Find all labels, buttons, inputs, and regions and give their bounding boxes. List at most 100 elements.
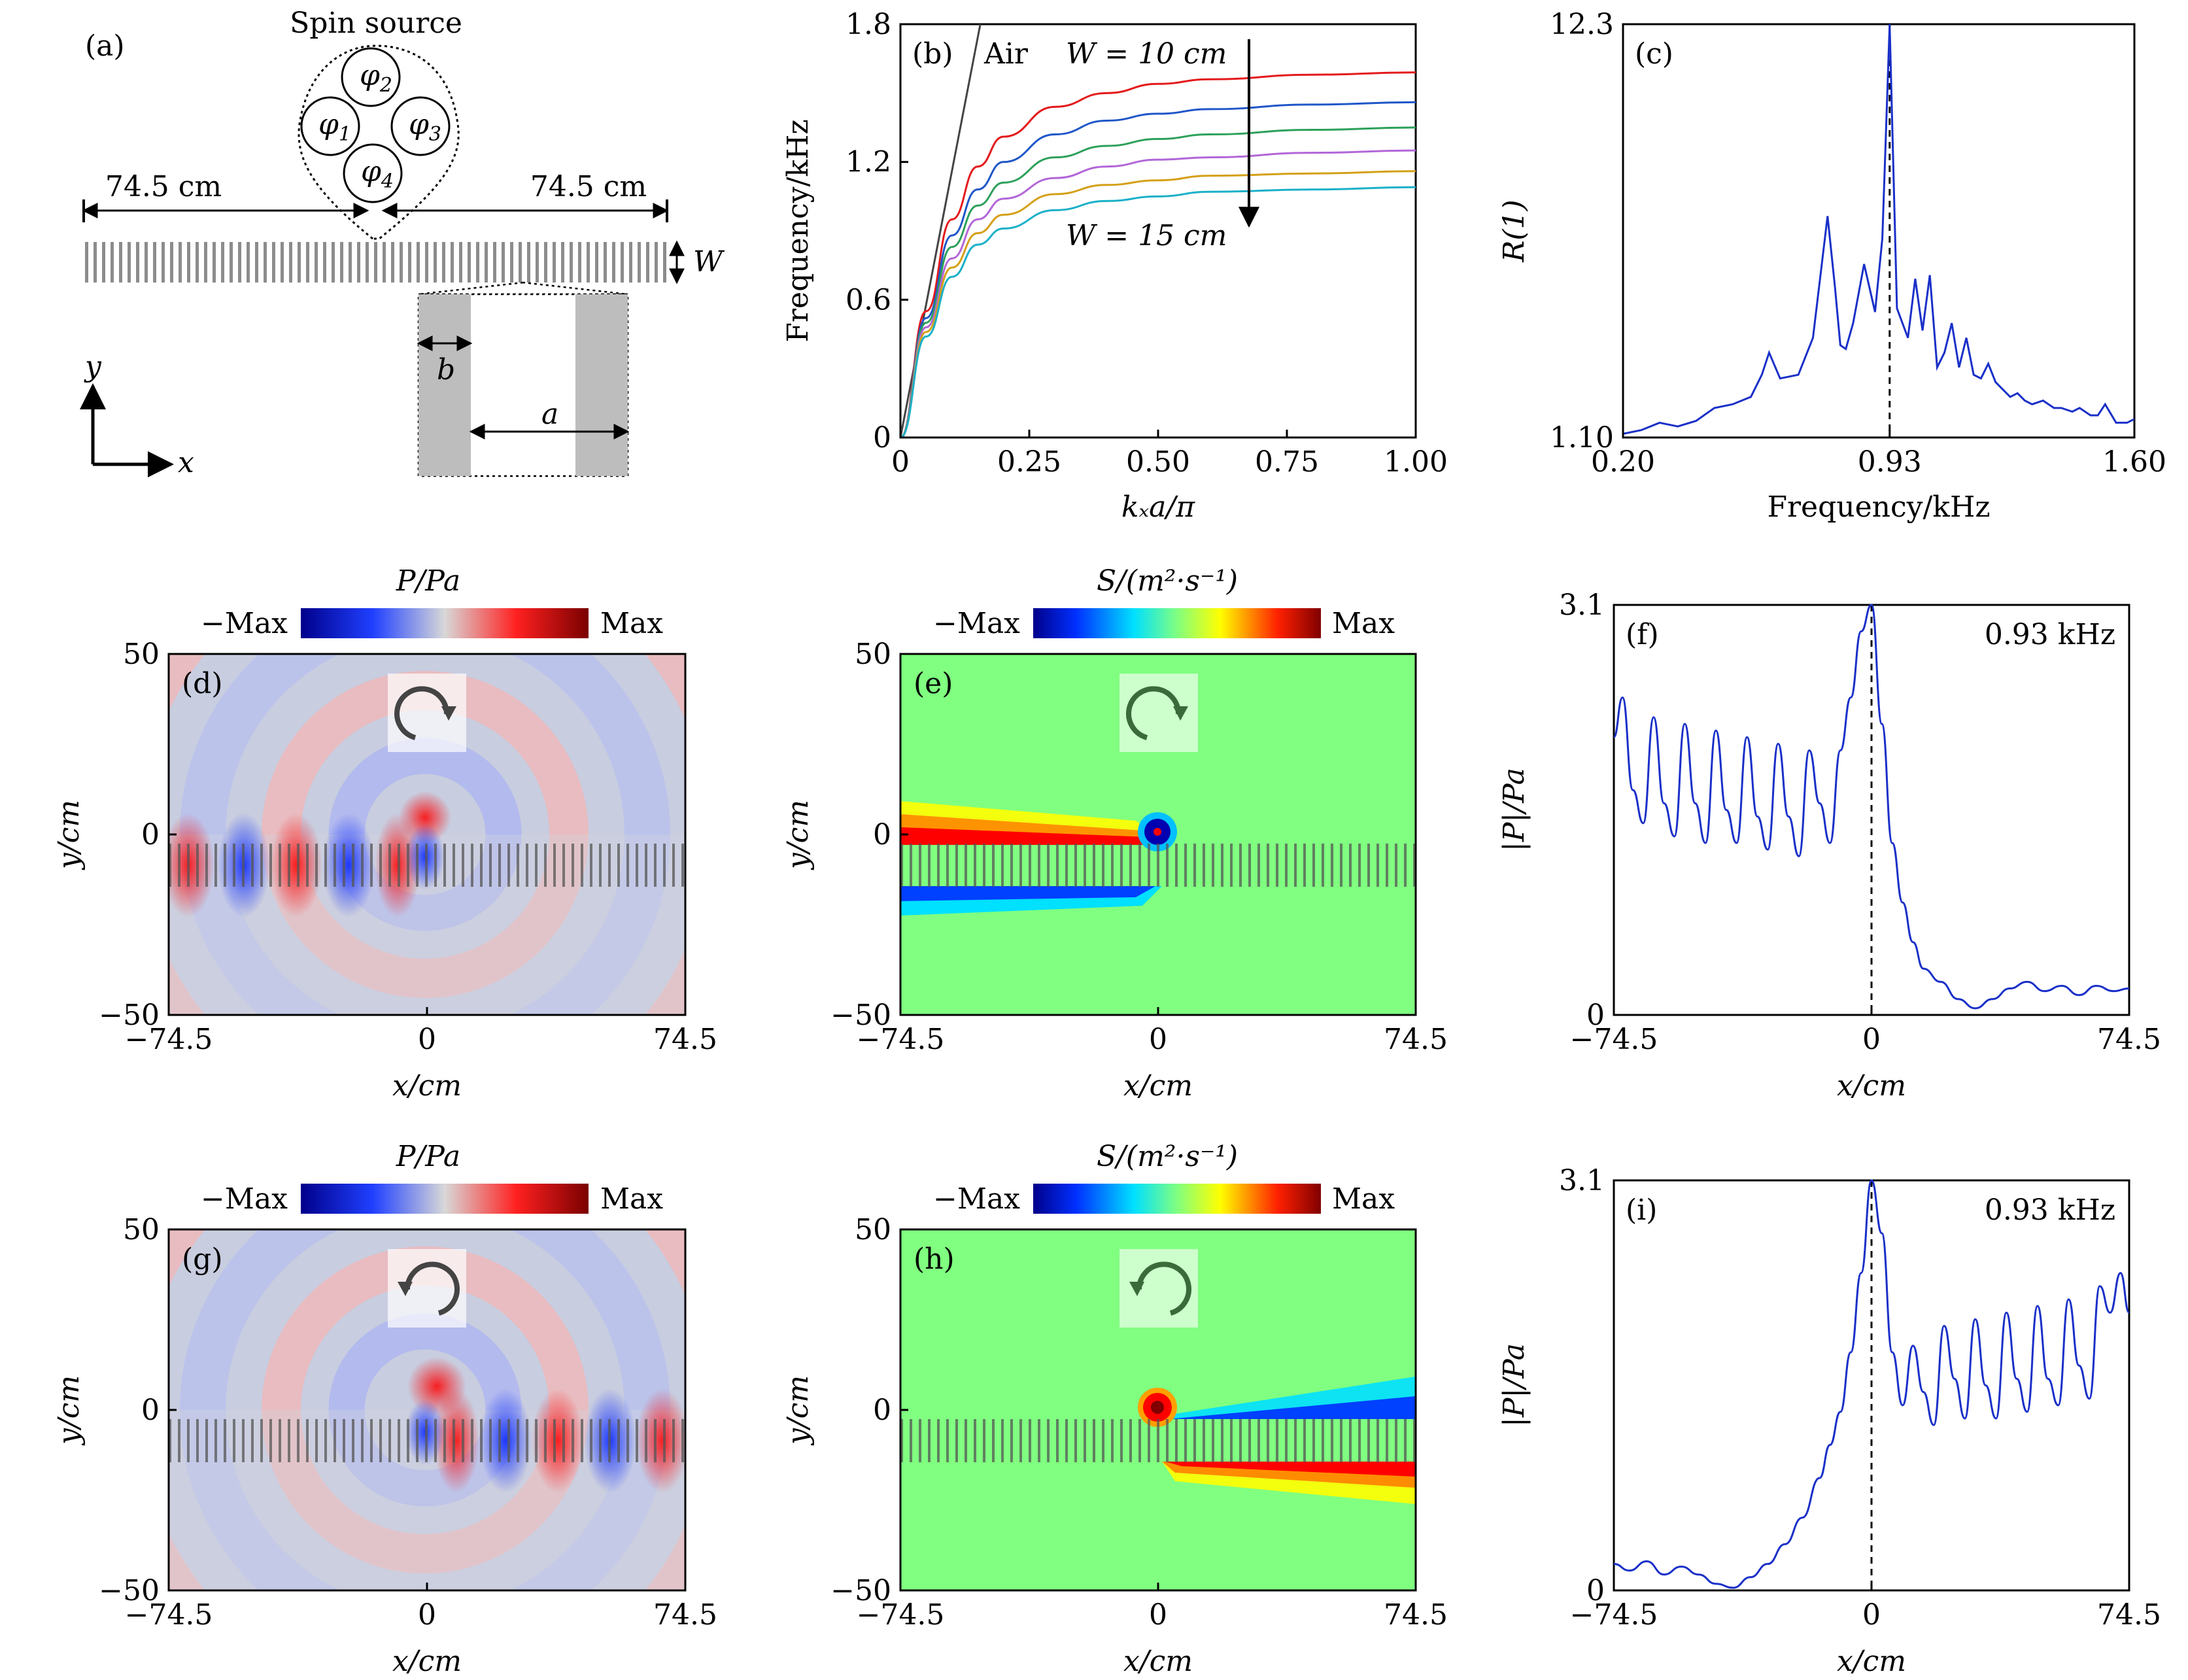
panel-i-label: (i) xyxy=(1626,1193,1657,1227)
panel-g-cbar-title: P/Pa xyxy=(396,1140,460,1173)
panel-a-label: (a) xyxy=(85,29,125,63)
panel-d-field xyxy=(169,654,685,1015)
phi3-circle xyxy=(390,96,451,156)
x-tick-label: −74.5 xyxy=(1570,1598,1658,1632)
panel-f-plot xyxy=(1613,604,2130,1015)
panel-e-colorbar xyxy=(1033,608,1321,638)
y-tick-label: −50 xyxy=(99,1574,160,1607)
panel-f-ylabel: |P|/Pa xyxy=(1497,768,1531,851)
phi1-label: φ1 xyxy=(318,108,351,146)
panel-d-cbar-min: −Max xyxy=(201,607,288,640)
zoom-lines xyxy=(418,281,628,296)
phi4-circle xyxy=(343,143,403,203)
y-tick-label: 50 xyxy=(123,638,160,671)
x-tick-label: 74.5 xyxy=(1384,1023,1448,1056)
panel-b-xlabel: kₓa/π xyxy=(1121,490,1195,524)
panel-d-cbar-max: Max xyxy=(600,607,663,640)
x-tick-label: −74.5 xyxy=(125,1598,213,1632)
y-tick-label: 1.10 xyxy=(1550,421,1614,454)
panel-d-cbar-title: P/Pa xyxy=(396,564,460,598)
panel-h-xlabel: x/cm xyxy=(1123,1645,1193,1678)
y-tick-label: 50 xyxy=(855,1213,891,1246)
w-bottom-label: W = 15 cm xyxy=(1066,219,1227,252)
panel-i-ticks: −74.5 0 74.503.1 xyxy=(1559,1164,2161,1632)
panel-e-ticks: −74.5 0 74.5 −50 0 50 xyxy=(830,638,1448,1056)
panel-d-ticks: −74.5 0 74.5 −50 0 50 xyxy=(99,638,717,1056)
x-tick-label: 0 xyxy=(418,1023,436,1056)
panel-e-ylabel: y/cm xyxy=(781,800,815,870)
panel-g-xlabel: x/cm xyxy=(392,1645,462,1678)
series-line xyxy=(900,126,1416,439)
grating-strip xyxy=(82,242,667,283)
b-label: b xyxy=(437,353,455,386)
x-tick-label: 0.50 xyxy=(1126,445,1190,479)
y-tick-label: 0 xyxy=(873,818,891,851)
x-tick-label: −74.5 xyxy=(125,1023,213,1056)
panel-h-field xyxy=(900,1229,1416,1590)
y-tick-label: 3.1 xyxy=(1559,1164,1605,1197)
panel-g-ticks: −74.5 0 74.5 −50 0 50 xyxy=(99,1213,717,1632)
series-line xyxy=(900,149,1416,439)
series-line xyxy=(900,101,1416,439)
panel-a: (a) Spin source φ2 φ1 φ3 φ4 74.5 cm 74.5… xyxy=(80,7,725,479)
x-tick-label: 1.00 xyxy=(1384,445,1448,479)
spin-source-title: Spin source xyxy=(290,7,462,40)
series-line xyxy=(900,186,1416,439)
panel-i-plot xyxy=(1613,1179,2130,1590)
panel-h-cbar-min: −Max xyxy=(933,1182,1020,1216)
panel-b-label: (b) xyxy=(912,37,953,71)
panel-f-ticks: −74.5 0 74.503.1 xyxy=(1559,589,2161,1056)
x-tick-label: 74.5 xyxy=(2097,1023,2161,1056)
y-tick-label: 0 xyxy=(1586,1574,1605,1607)
panel-d-xlabel: x/cm xyxy=(392,1069,462,1103)
panel-b-ylabel: Frequency/kHz xyxy=(781,119,815,342)
unit-cell-bar-left xyxy=(419,294,471,476)
panel-d: P/Pa −Max Max (d) −74.5 0 74.5 −50 0 50 x/cm xyxy=(52,564,717,1103)
y-tick-label: 50 xyxy=(123,1213,160,1246)
panel-b-ticks: 0 0.25 0.50 0.75 1.00 0 0.6 1.2 1.8 xyxy=(846,8,1448,479)
unit-cell-bar-right xyxy=(575,294,628,476)
x-tick-label: −74.5 xyxy=(857,1598,945,1632)
x-tick-label: 0.93 xyxy=(1858,445,1922,479)
series-line xyxy=(1622,24,2135,435)
panel-f-xlabel: x/cm xyxy=(1837,1069,1906,1103)
phi2-label: φ2 xyxy=(360,59,392,97)
panel-i-xlabel: x/cm xyxy=(1837,1645,1906,1678)
panel-d-label: (d) xyxy=(182,667,223,700)
air-label: Air xyxy=(983,37,1029,71)
y-tick-label: −50 xyxy=(830,1574,891,1607)
y-tick-label: 1.2 xyxy=(846,146,891,179)
panel-h-ylabel: y/cm xyxy=(781,1375,815,1446)
x-tick-label: 74.5 xyxy=(1384,1598,1448,1632)
panel-c-plot xyxy=(1622,24,2135,437)
panel-h-cbar-max: Max xyxy=(1332,1182,1395,1216)
x-tick-label: −74.5 xyxy=(857,1023,945,1056)
series-line xyxy=(1613,1179,2130,1589)
x-tick-label: 1.60 xyxy=(2102,445,2166,479)
panel-c: 0.20 0.93 1.60 1.10 12.3 (c) Frequency/kHz R… xyxy=(1497,8,2166,524)
w-top-label: W = 10 cm xyxy=(1066,37,1227,71)
length-left-label: 74.5 cm xyxy=(105,170,222,203)
panel-e-field xyxy=(900,654,1416,1015)
panel-f-freq: 0.93 kHz xyxy=(1985,618,2115,651)
spin-source-bubble xyxy=(298,44,460,240)
x-tick-label: 0 xyxy=(891,445,910,479)
panel-i-ylabel: |P|/Pa xyxy=(1497,1343,1531,1427)
series-line xyxy=(900,170,1416,439)
panel-g-colorbar xyxy=(301,1184,589,1214)
panel-c-ylabel: R(1) xyxy=(1497,199,1531,262)
a-label: a xyxy=(541,398,558,431)
y-tick-label: 0 xyxy=(141,1394,160,1427)
panel-h-colorbar xyxy=(1033,1184,1321,1214)
phi4-label: φ4 xyxy=(361,155,394,193)
x-tick-label: 0.25 xyxy=(997,445,1061,479)
y-tick-label: 0 xyxy=(873,1394,891,1427)
x-tick-label: 0 xyxy=(1862,1598,1881,1632)
width-label: W xyxy=(693,245,725,279)
panel-h-cbar-title: S/(m²·s⁻¹) xyxy=(1097,1140,1238,1173)
x-tick-label: 0 xyxy=(1862,1023,1881,1056)
x-tick-label: 74.5 xyxy=(2097,1598,2161,1632)
x-tick-label: 0 xyxy=(1149,1023,1167,1056)
x-tick-label: 74.5 xyxy=(653,1023,717,1056)
